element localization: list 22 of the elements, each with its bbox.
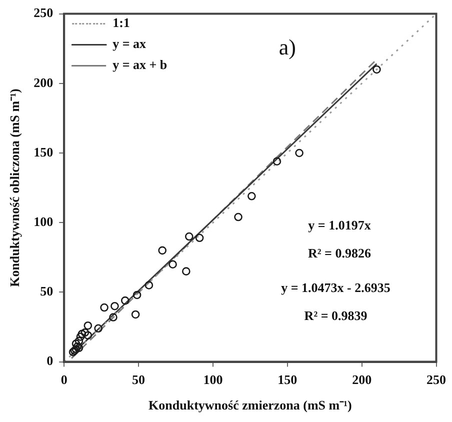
y-tick-label: 200 [34,74,54,90]
x-tick-label: 0 [60,372,68,387]
y-axis-title: Konduktywność obliczona (mS m⁻¹) [7,88,22,287]
y-tick-label: 100 [34,214,54,229]
legend-label: y = ax + b [112,57,168,72]
y-tick-label: 250 [34,5,54,20]
x-tick-label: 100 [203,372,223,387]
annotation: a) [278,34,296,60]
legend-label: y = ax [112,36,147,52]
legend-label: 1:1 [112,15,130,30]
x-tick-label: 250 [426,372,446,387]
y-tick-label: 50 [40,284,54,299]
annotation: R² = 0.9839 [304,308,368,323]
y-tick-label: 0 [46,353,54,368]
annotation: y = 1.0197x [308,217,372,232]
x-tick-label: 150 [278,372,298,387]
annotation: R² = 0.9826 [308,245,372,260]
annotation: y = 1.0473x - 2.6935 [281,280,391,296]
x-tick-label: 50 [132,372,146,387]
y-tick-label: 150 [34,144,54,160]
x-tick-label: 200 [352,372,372,387]
x-axis-title: Konduktywność zmierzona (mS m⁻¹) [148,398,352,413]
